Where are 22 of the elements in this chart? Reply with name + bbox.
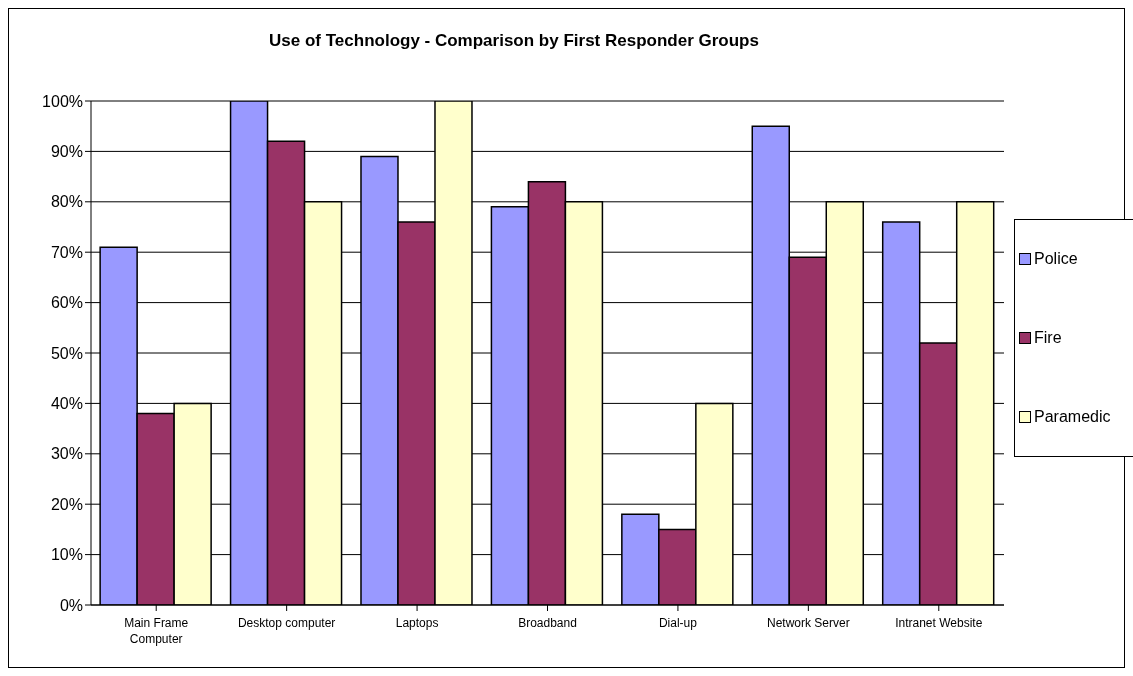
legend-label: Fire (1034, 328, 1062, 347)
chart-title: Use of Technology - Comparison by First Responder Groups (268, 31, 760, 51)
x-tick-label: Broadband (518, 616, 577, 630)
y-tick-label: 20% (50, 495, 83, 513)
y-tick-label: 90% (50, 143, 83, 161)
y-tick-label: 10% (50, 546, 83, 564)
y-tick-label: 40% (50, 395, 83, 413)
y-tick-label: 100% (42, 92, 83, 110)
x-tick-label: Main Frame Computer (124, 616, 189, 646)
y-tick-label: 0% (59, 596, 83, 614)
y-tick-label: 60% (50, 294, 83, 312)
y-tick-label: 50% (50, 344, 83, 362)
y-tick-label: 70% (50, 243, 83, 261)
x-tick-label: Dial-up (658, 616, 698, 630)
legend-label: Police (1034, 250, 1078, 269)
x-tick-label: Desktop computer (237, 616, 336, 630)
legend-label: Paramedic (1034, 407, 1111, 426)
x-tick-label: Intranet Website (895, 616, 983, 630)
y-tick-label: 80% (50, 193, 83, 211)
x-tick-label: Network Server (767, 616, 850, 630)
x-tick-label: Laptops (395, 616, 439, 630)
y-tick-label: 30% (50, 445, 83, 463)
